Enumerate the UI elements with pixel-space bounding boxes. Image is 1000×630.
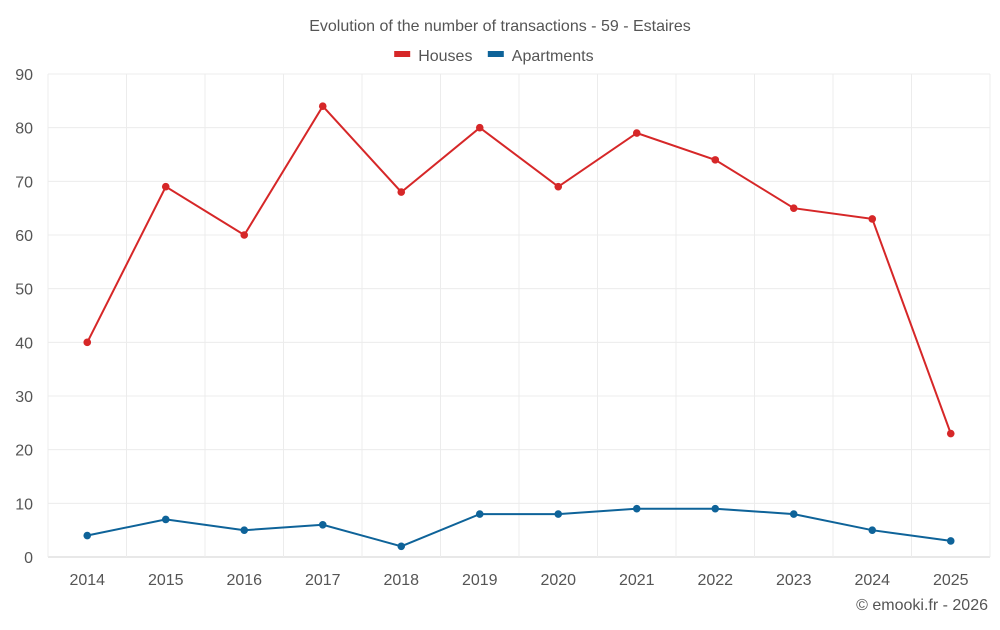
- x-tick-label-2015: 2015: [148, 572, 184, 589]
- legend-swatch-apartments: [487, 51, 504, 57]
- legend-item-apartments[interactable]: Apartments: [487, 48, 594, 65]
- x-tick-label-2022: 2022: [697, 572, 733, 589]
- data-point-houses-2014[interactable]: [83, 338, 92, 347]
- series-group: [83, 102, 955, 551]
- series-line-apartments: [87, 507, 951, 548]
- x-tick-label-2021: 2021: [619, 572, 655, 589]
- data-point-houses-2024[interactable]: [868, 215, 877, 223]
- series-apartments: [83, 504, 955, 551]
- data-point-apartments-2021[interactable]: [632, 504, 641, 513]
- data-point-houses-2018[interactable]: [397, 188, 406, 196]
- x-tick-label-2024: 2024: [854, 572, 890, 589]
- x-tick-label-2018: 2018: [383, 572, 419, 589]
- data-point-apartments-2014[interactable]: [83, 531, 92, 540]
- credit-text: © emooki.fr - 2026: [856, 597, 988, 614]
- y-tick-label-10: 10: [15, 496, 33, 513]
- chart-title: Evolution of the number of transactions …: [309, 18, 691, 35]
- data-point-houses-2022[interactable]: [711, 156, 720, 164]
- legend-swatch-houses: [394, 51, 411, 57]
- data-point-apartments-2016[interactable]: [240, 526, 249, 534]
- data-point-houses-2020[interactable]: [554, 182, 563, 191]
- grid: [47, 73, 991, 558]
- data-point-apartments-2025[interactable]: [946, 537, 955, 545]
- x-tick-label-2016: 2016: [226, 572, 262, 589]
- x-tick-label-2019: 2019: [462, 572, 498, 589]
- y-axis: 0 10 20 30 40 50 60 70 80 90: [15, 67, 33, 567]
- x-tick-label-2025: 2025: [933, 572, 969, 589]
- data-point-houses-2017[interactable]: [318, 102, 327, 110]
- legend-label-apartments: Apartments: [512, 48, 594, 65]
- y-tick-label-20: 20: [15, 443, 33, 460]
- data-point-apartments-2015[interactable]: [161, 515, 170, 524]
- x-tick-label-2017: 2017: [305, 572, 341, 589]
- data-point-apartments-2023[interactable]: [789, 510, 798, 518]
- data-point-houses-2025[interactable]: [946, 429, 955, 438]
- y-tick-label-50: 50: [15, 282, 33, 299]
- x-axis: 2014 2015 2016 2017 2018 2019 2020 2021 2022 2023…: [69, 572, 968, 589]
- data-point-houses-2016[interactable]: [240, 231, 249, 239]
- data-point-apartments-2020[interactable]: [554, 510, 563, 518]
- series-houses: [83, 102, 955, 438]
- data-point-apartments-2024[interactable]: [868, 526, 877, 534]
- legend-item-houses[interactable]: Houses: [394, 48, 472, 65]
- legend-label-houses: Houses: [418, 48, 472, 65]
- legend: Houses Apartments: [394, 48, 594, 65]
- data-point-apartments-2017[interactable]: [318, 521, 327, 529]
- x-tick-label-2023: 2023: [776, 572, 812, 589]
- data-point-apartments-2018[interactable]: [397, 542, 406, 551]
- series-line-houses: [86, 104, 952, 434]
- data-point-apartments-2019[interactable]: [475, 510, 484, 518]
- data-point-houses-2021[interactable]: [632, 129, 641, 137]
- data-point-houses-2019[interactable]: [475, 123, 484, 132]
- data-point-apartments-2022[interactable]: [711, 504, 720, 513]
- x-tick-label-2014: 2014: [69, 572, 105, 589]
- x-tick-label-2020: 2020: [540, 572, 576, 589]
- data-point-houses-2015[interactable]: [161, 182, 170, 191]
- y-tick-label-30: 30: [15, 389, 33, 406]
- data-point-houses-2023[interactable]: [789, 204, 798, 212]
- y-tick-label-0: 0: [24, 550, 33, 567]
- y-tick-label-40: 40: [15, 335, 33, 352]
- y-tick-label-60: 60: [15, 228, 33, 245]
- y-tick-label-80: 80: [15, 121, 33, 138]
- y-tick-label-70: 70: [15, 174, 33, 191]
- y-tick-label-90: 90: [15, 67, 33, 84]
